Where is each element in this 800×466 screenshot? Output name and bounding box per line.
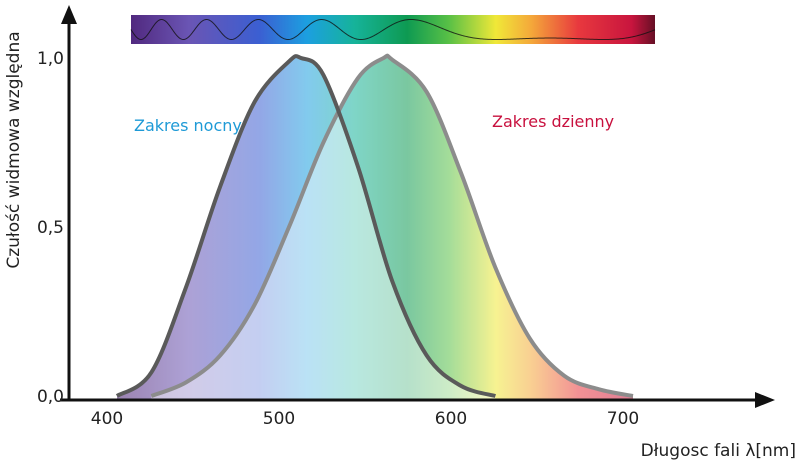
day-series-label: Zakres dzienny xyxy=(492,112,614,131)
spectrum-wave xyxy=(130,18,656,41)
night-curve-area xyxy=(117,56,496,401)
y-axis-arrow xyxy=(61,5,77,24)
y-axis-title: Czułość widmowa względna xyxy=(4,31,24,268)
x-tick-labels: 400 500 600 700 xyxy=(91,409,639,429)
x-tick-label: 700 xyxy=(607,409,639,429)
y-tick-label: 1,0 xyxy=(37,49,64,69)
spectrum-bar xyxy=(131,15,655,44)
y-tick-label: 0,5 xyxy=(37,218,64,238)
x-axis-arrow xyxy=(755,392,775,408)
night-curve-line xyxy=(115,54,496,398)
day-curve-area xyxy=(151,55,633,400)
y-tick-labels: 0,0 0,5 1,0 xyxy=(37,49,64,407)
y-tick-label: 0,0 xyxy=(37,387,64,407)
x-tick-label: 500 xyxy=(263,409,295,429)
night-series-label: Zakres nocny xyxy=(134,116,242,135)
x-axis-title: Długosc fali λ[nm] xyxy=(641,441,796,461)
day-curve-line xyxy=(150,53,634,398)
x-tick-label: 400 xyxy=(91,409,123,429)
x-tick-label: 600 xyxy=(435,409,467,429)
